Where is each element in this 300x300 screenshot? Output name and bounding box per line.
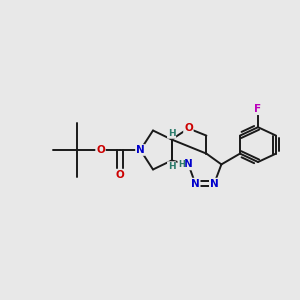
Text: N: N <box>184 159 193 170</box>
Text: N: N <box>136 145 145 155</box>
Text: O: O <box>96 145 105 155</box>
Text: H: H <box>168 162 176 171</box>
Text: H: H <box>168 129 176 138</box>
Text: O: O <box>116 169 124 180</box>
Text: N: N <box>210 178 219 189</box>
Text: F: F <box>254 104 262 114</box>
Text: N: N <box>191 178 200 189</box>
Text: H: H <box>178 160 185 169</box>
Text: O: O <box>184 123 193 134</box>
